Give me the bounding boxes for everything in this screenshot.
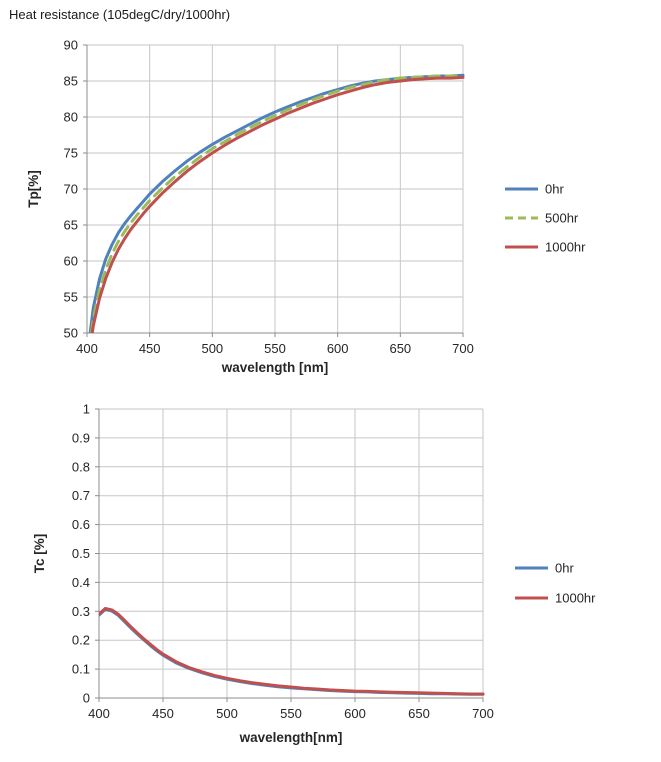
y-tick-label: 0.8 bbox=[72, 459, 90, 474]
x-tick-label: 550 bbox=[280, 706, 302, 721]
gridlines bbox=[98, 408, 484, 699]
y-tick-label: 0.1 bbox=[72, 662, 90, 677]
y-tick-label: 50 bbox=[64, 326, 78, 341]
y-axis-title: Tp[%] bbox=[26, 170, 41, 208]
x-axis-title: wavelength [nm] bbox=[221, 360, 329, 375]
x-tick-label: 550 bbox=[264, 341, 286, 356]
y-tick-label: 1 bbox=[83, 402, 90, 417]
series-lines bbox=[88, 73, 465, 333]
x-tick-label: 700 bbox=[452, 341, 474, 356]
axes bbox=[83, 44, 464, 337]
y-tick-label: 0 bbox=[83, 691, 90, 706]
legend-label-0hr: 0hr bbox=[545, 182, 564, 197]
x-tick-label: 450 bbox=[152, 706, 174, 721]
series-line-1000hr bbox=[90, 75, 465, 333]
y-tick-label: 55 bbox=[64, 290, 78, 305]
tp-heat-resistance-chart: 400 450 500 550 600 650 700 50 55 60 65 70 75 80 85 90 w… bbox=[26, 38, 586, 376]
series-line-0hr bbox=[88, 73, 465, 333]
x-axis-title: wavelength[nm] bbox=[239, 730, 343, 745]
legend-label-500hr: 500hr bbox=[545, 211, 579, 226]
legend-label-1000hr: 1000hr bbox=[545, 240, 586, 255]
series-lines bbox=[99, 606, 485, 696]
series-line-500hr bbox=[89, 73, 465, 333]
x-tick-label: 600 bbox=[344, 706, 366, 721]
x-tick-label: 400 bbox=[76, 341, 98, 356]
y-tick-label: 65 bbox=[64, 218, 78, 233]
legend-label-1000hr: 1000hr bbox=[555, 591, 596, 606]
y-tick-label: 80 bbox=[64, 110, 78, 125]
y-tick-label: 60 bbox=[64, 254, 78, 269]
page-title: Heat resistance (105degC/dry/1000hr) bbox=[9, 7, 231, 22]
x-tick-label: 400 bbox=[88, 706, 110, 721]
axes bbox=[95, 408, 484, 702]
y-tick-label: 0.5 bbox=[72, 546, 90, 561]
legend: 0hr 500hr 1000hr bbox=[505, 182, 586, 255]
x-tick-label: 450 bbox=[139, 341, 161, 356]
y-tick-label: 70 bbox=[64, 182, 78, 197]
legend-label-0hr: 0hr bbox=[555, 561, 574, 576]
x-tick-label: 500 bbox=[201, 341, 223, 356]
y-tick-label: 0.6 bbox=[72, 517, 90, 532]
y-tick-label: 0.9 bbox=[72, 430, 90, 445]
y-tick-label: 0.2 bbox=[72, 633, 90, 648]
x-tick-label: 500 bbox=[216, 706, 238, 721]
y-axis-title: Tc [%] bbox=[32, 534, 47, 574]
x-tick-label: 600 bbox=[327, 341, 349, 356]
x-tick-label: 650 bbox=[389, 341, 411, 356]
y-tick-label: 0.4 bbox=[72, 575, 90, 590]
x-tick-label: 650 bbox=[408, 706, 430, 721]
gridlines bbox=[86, 44, 464, 334]
y-tick-label: 0.7 bbox=[72, 488, 90, 503]
y-tick-label: 90 bbox=[64, 38, 78, 53]
y-tick-label: 0.3 bbox=[72, 604, 90, 619]
series-line-1000hr bbox=[99, 606, 485, 696]
x-tick-label: 700 bbox=[472, 706, 494, 721]
legend: 0hr 1000hr bbox=[515, 561, 596, 606]
y-tick-label: 85 bbox=[64, 74, 78, 89]
tc-heat-resistance-chart: 400 450 500 550 600 650 700 0 0.1 0.2 0.3 0.4 0.5 0.6… bbox=[32, 402, 596, 746]
y-tick-label: 75 bbox=[64, 146, 78, 161]
